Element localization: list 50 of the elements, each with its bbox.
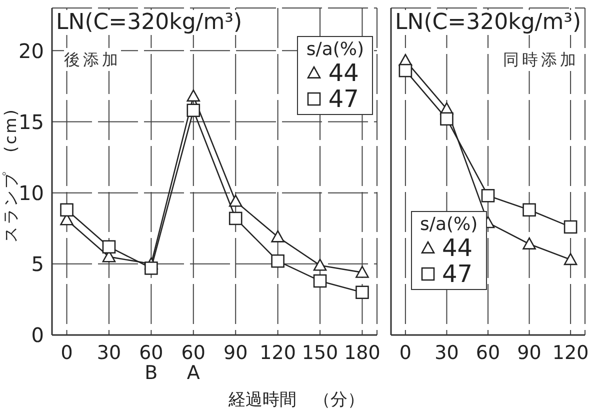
x-tick-label: 0 [60,342,73,364]
legend-label: 47 [328,85,359,113]
point [522,237,536,250]
x-tick-label: 90 [224,342,248,364]
legend-title: s/a(%) [420,214,478,235]
x-tick-label: 180 [344,342,380,364]
legend-label: 44 [328,59,359,87]
x-tick-label: 0 [399,342,412,364]
x-tick-label: 30 [96,342,122,364]
x-axis-title: 経過時間 （分） [228,389,366,411]
y-axis-title: スランプ (cm) [1,106,20,244]
legend-label: 47 [442,260,473,288]
y-tick-label: 0 [31,323,44,348]
annotation: 同時添加 [503,50,579,71]
x-tick-label: 30 [434,342,459,364]
x-tick-label: 120 [552,342,589,364]
x-tick-label: 60 [476,342,500,364]
point [102,240,116,254]
point [144,262,158,275]
point [564,253,578,266]
point [356,266,369,278]
x-tick-label: 60 B [139,342,164,384]
point [228,212,242,226]
legend-label: 44 [442,234,473,262]
y-tick-label: 5 [31,252,44,276]
x-tick-label: 60 A [181,342,206,384]
point [440,112,454,126]
point [271,254,284,268]
y-tick-label: 20 [18,38,44,63]
point [60,203,74,217]
point [313,274,327,288]
point [186,90,200,102]
point [356,286,369,299]
point [228,194,242,207]
point [271,230,284,242]
chart-title: LN(C=320kg/m³) [56,10,242,35]
x-tick-label: 150 [302,342,338,364]
x-tick-label: 90 [517,342,542,364]
chart-title: LN(C=320kg/m³) [395,10,582,35]
legend-title: s/a(%) [306,39,364,60]
point [186,104,200,118]
point [398,64,412,78]
point [481,189,495,202]
point [522,203,536,217]
y-tick-label: 10 [18,180,44,205]
x-tick-label: 120 [260,342,296,364]
point [313,258,327,271]
point [564,220,578,234]
annotation: 後添加 [64,50,121,71]
y-tick-label: 15 [18,110,44,134]
